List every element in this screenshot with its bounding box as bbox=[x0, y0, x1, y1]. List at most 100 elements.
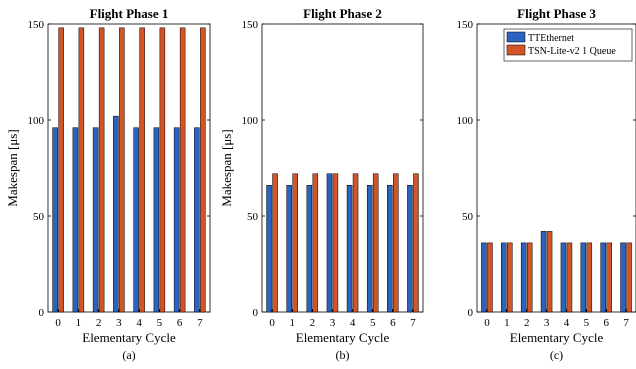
bar-series-2-cycle-3 bbox=[332, 173, 339, 313]
panel-sublabel: (c) bbox=[550, 348, 563, 362]
x-tick-label: 7 bbox=[623, 317, 629, 329]
y-axis-label: Makespan [μs] bbox=[219, 129, 234, 206]
x-axis-label: Elementary Cycle bbox=[510, 330, 604, 345]
x-tick-label: 3 bbox=[544, 317, 550, 329]
bar-series-2-cycle-2 bbox=[526, 242, 533, 313]
legend: TTEthernet TSN-Lite-v2 1 Queue bbox=[503, 28, 633, 62]
y-tick-label: 150 bbox=[457, 19, 474, 31]
bar-series-2-cycle-1 bbox=[78, 27, 85, 313]
bar-series-1-cycle-5 bbox=[366, 185, 373, 313]
bar-series-1-cycle-1 bbox=[501, 242, 507, 313]
x-tick-label: 3 bbox=[330, 317, 336, 329]
axes-box bbox=[261, 23, 424, 313]
x-tick-label: 5 bbox=[370, 317, 376, 329]
x-axis-label: Elementary Cycle bbox=[296, 330, 390, 345]
bar-series-1-cycle-1 bbox=[286, 185, 292, 313]
y-tick-label: 0 bbox=[253, 307, 259, 319]
y-tick-label: 0 bbox=[39, 307, 45, 319]
x-tick-label: 5 bbox=[157, 317, 163, 329]
x-tick-label: 3 bbox=[116, 317, 122, 329]
bar-series-2-cycle-2 bbox=[312, 173, 319, 313]
bar-series-1-cycle-1 bbox=[72, 127, 79, 313]
y-tick-label: 50 bbox=[462, 211, 474, 223]
bar-series-2-cycle-2 bbox=[98, 27, 105, 313]
bar-series-2-cycle-1 bbox=[292, 173, 298, 313]
bar-series-1-cycle-2 bbox=[520, 242, 527, 313]
bar-series-1-cycle-5 bbox=[580, 242, 587, 313]
bar-series-1-cycle-2 bbox=[92, 127, 99, 313]
y-axis-label: Makespan [μs] bbox=[5, 129, 20, 206]
x-tick-label: 7 bbox=[197, 317, 203, 329]
x-tick-label: 6 bbox=[177, 317, 183, 329]
bar-series-2-cycle-4 bbox=[139, 27, 145, 313]
bar-series-2-cycle-3 bbox=[546, 231, 553, 313]
x-tick-label: 2 bbox=[310, 317, 316, 329]
y-tick-label: 100 bbox=[28, 115, 45, 127]
bar-series-1-cycle-4 bbox=[346, 185, 353, 313]
bar-series-1-cycle-0 bbox=[266, 185, 272, 313]
x-tick-label: 4 bbox=[350, 317, 356, 329]
legend-label: TSN-Lite-v2 1 Queue bbox=[528, 46, 616, 57]
x-tick-label: 2 bbox=[524, 317, 530, 329]
bar-series-1-cycle-7 bbox=[407, 185, 413, 313]
bar-series-1-cycle-7 bbox=[194, 127, 200, 313]
legend-swatch bbox=[506, 31, 526, 43]
bar-series-2-cycle-5 bbox=[159, 27, 166, 313]
y-tick-label: 150 bbox=[242, 19, 259, 31]
bar-series-1-cycle-6 bbox=[387, 185, 393, 313]
bar-series-1-cycle-6 bbox=[173, 127, 180, 313]
bar-series-2-cycle-0 bbox=[272, 173, 278, 313]
bar-series-2-cycle-4 bbox=[566, 242, 573, 313]
x-tick-label: 2 bbox=[96, 317, 102, 329]
chart-title: Flight Phase 1 bbox=[90, 6, 169, 21]
panel-sublabel: (b) bbox=[336, 348, 350, 362]
x-tick-label: 0 bbox=[484, 317, 490, 329]
y-tick-label: 50 bbox=[247, 211, 259, 223]
bar-series-1-cycle-7 bbox=[620, 242, 626, 313]
bar-series-2-cycle-5 bbox=[586, 242, 593, 313]
x-axis-label: Elementary Cycle bbox=[82, 330, 176, 345]
x-tick-label: 4 bbox=[564, 317, 570, 329]
x-tick-label: 0 bbox=[269, 317, 275, 329]
bar-series-2-cycle-6 bbox=[179, 27, 186, 313]
x-tick-label: 7 bbox=[410, 317, 416, 329]
bar-series-2-cycle-1 bbox=[507, 242, 513, 313]
x-tick-label: 1 bbox=[504, 317, 510, 329]
chart-title: Flight Phase 2 bbox=[303, 6, 382, 21]
bar-series-1-cycle-0 bbox=[52, 127, 58, 313]
axes-box bbox=[476, 23, 636, 313]
bar-series-1-cycle-5 bbox=[153, 127, 160, 313]
chart-panel-3: Flight Phase 3 0 50 100 150 0 1 2 3 4 5 6 7 Elementar… bbox=[457, 6, 636, 362]
y-tick-label: 100 bbox=[457, 115, 474, 127]
bar-series-2-cycle-3 bbox=[119, 27, 125, 313]
bar-series-1-cycle-4 bbox=[560, 242, 567, 313]
chart-title: Flight Phase 3 bbox=[517, 6, 596, 21]
y-tick-label: 100 bbox=[242, 115, 259, 127]
bar-series-2-cycle-4 bbox=[352, 173, 359, 313]
x-tick-label: 5 bbox=[584, 317, 590, 329]
x-tick-label: 6 bbox=[603, 317, 609, 329]
x-tick-label: 4 bbox=[136, 317, 142, 329]
chart-panel-1: Flight Phase 1 0 50 100 150 Makespan [μs] 0 1 2 3… bbox=[5, 6, 211, 362]
bar-series-1-cycle-0 bbox=[481, 242, 487, 313]
bar-series-2-cycle-7 bbox=[413, 173, 419, 313]
y-tick-label: 150 bbox=[28, 19, 45, 31]
legend-swatch bbox=[506, 44, 526, 56]
bar-series-1-cycle-3 bbox=[540, 231, 547, 313]
axes-box bbox=[47, 23, 211, 313]
x-tick-label: 1 bbox=[76, 317, 82, 329]
bar-series-1-cycle-3 bbox=[326, 173, 333, 313]
x-tick-label: 0 bbox=[55, 317, 61, 329]
bar-series-2-cycle-6 bbox=[393, 173, 399, 313]
x-tick-label: 6 bbox=[390, 317, 396, 329]
bar-series-2-cycle-0 bbox=[487, 242, 493, 313]
bar-series-2-cycle-5 bbox=[372, 173, 379, 313]
bar-series-1-cycle-3 bbox=[113, 115, 119, 313]
bar-series-2-cycle-6 bbox=[606, 242, 612, 313]
bar-series-2-cycle-7 bbox=[626, 242, 632, 313]
y-tick-label: 50 bbox=[33, 211, 45, 223]
legend-label: TTEthernet bbox=[528, 33, 574, 44]
x-tick-label: 1 bbox=[289, 317, 295, 329]
y-tick-label: 0 bbox=[468, 307, 474, 319]
bar-series-2-cycle-0 bbox=[58, 27, 64, 313]
